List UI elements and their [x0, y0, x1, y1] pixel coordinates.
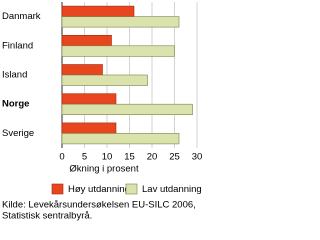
x-tick-label: 20 — [147, 152, 158, 163]
y-tick-label: Island — [2, 70, 27, 81]
legend-label: Høy utdanning — [68, 184, 130, 195]
bar — [61, 133, 180, 145]
y-tick-label: Danmark — [2, 11, 41, 22]
chart: Økning i prosent 0 5 10 15 20 25 30 Danmark Finl… — [2, 2, 203, 222]
bar — [61, 64, 103, 76]
x-tick-label: 0 — [59, 152, 64, 163]
y-tick-label: Finland — [2, 40, 33, 51]
x-axis-label: Økning i prosent — [69, 164, 139, 175]
y-tick-label: Sverige — [2, 128, 34, 139]
bar — [61, 5, 135, 17]
x-tick-label: 25 — [169, 152, 180, 163]
source: Statistisk sentralbyrå. — [2, 211, 92, 222]
legend-label: Lav utdanning — [142, 184, 202, 195]
bar — [61, 16, 180, 28]
bar — [61, 74, 148, 86]
bar — [61, 93, 117, 105]
legend-swatch — [125, 183, 138, 195]
x-tick-label: 5 — [82, 152, 87, 163]
y-tick-label: Norge — [2, 99, 29, 110]
legend-swatch — [51, 183, 64, 195]
bar — [61, 45, 175, 57]
bar — [61, 103, 193, 115]
source: Kilde: Levekårsundersøkelsen EU-SILC 200… — [2, 200, 196, 211]
x-tick-label: 30 — [192, 152, 203, 163]
x-tick-label: 10 — [102, 152, 113, 163]
bar — [61, 122, 117, 134]
x-tick-label: 15 — [124, 152, 135, 163]
bar — [61, 34, 112, 47]
